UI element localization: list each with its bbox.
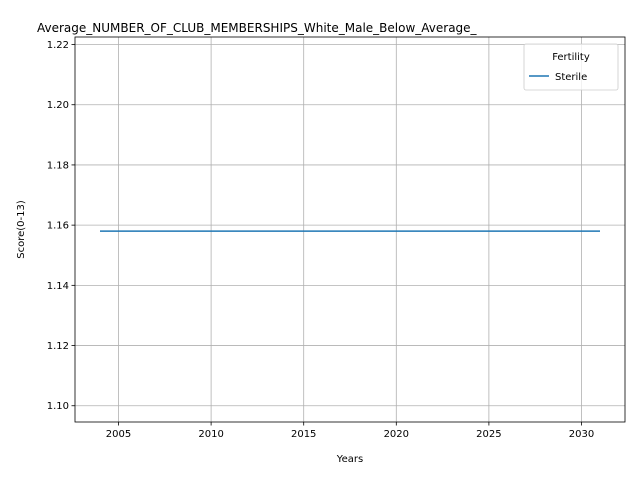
y-tick-label: 1.12 bbox=[47, 341, 69, 352]
x-tick-label: 2030 bbox=[569, 429, 594, 440]
y-tick-label: 1.10 bbox=[47, 401, 69, 412]
y-tick-label: 1.16 bbox=[47, 221, 69, 232]
x-tick-label: 2015 bbox=[291, 429, 316, 440]
y-tick-label: 1.22 bbox=[47, 40, 69, 51]
legend: Fertility Sterile bbox=[523, 43, 619, 91]
chart-title: Average_NUMBER_OF_CLUB_MEMBERSHIPS_White… bbox=[37, 21, 478, 35]
legend-label-sterile: Sterile bbox=[555, 72, 587, 83]
plot-frame bbox=[74, 36, 626, 423]
ticks: 2005 2010 2015 2020 2025 2030 1.10 1.12 1.14 1.16… bbox=[47, 40, 594, 440]
x-tick-label: 2005 bbox=[106, 429, 131, 440]
y-tick-label: 1.18 bbox=[47, 160, 69, 171]
x-tick-label: 2025 bbox=[476, 429, 501, 440]
x-tick-label: 2020 bbox=[384, 429, 409, 440]
y-axis-label: Score(0-13) bbox=[16, 200, 27, 259]
x-tick-label: 2010 bbox=[198, 429, 223, 440]
y-tick-label: 1.14 bbox=[47, 281, 69, 292]
y-tick-label: 1.20 bbox=[47, 100, 69, 111]
grid bbox=[75, 37, 625, 422]
x-axis-label: Years bbox=[336, 454, 363, 465]
legend-box bbox=[523, 43, 619, 91]
legend-title: Fertility bbox=[552, 52, 590, 63]
